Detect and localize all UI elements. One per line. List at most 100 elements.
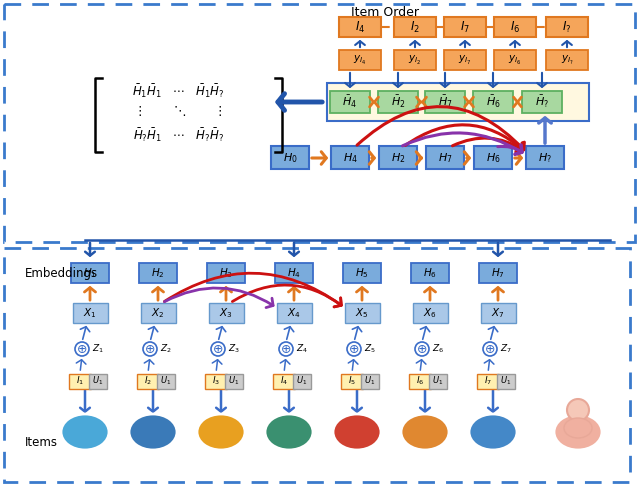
Text: $H_2$: $H_2$ <box>151 266 165 280</box>
FancyBboxPatch shape <box>494 17 536 37</box>
Text: $\bar{H}_?\bar{H}_1$   $\cdots$   $\bar{H}_?\bar{H}_?$: $\bar{H}_?\bar{H}_1$ $\cdots$ $\bar{H}_?… <box>132 126 223 144</box>
Text: $H_6$: $H_6$ <box>486 151 500 165</box>
Ellipse shape <box>554 414 602 450</box>
FancyBboxPatch shape <box>273 374 295 388</box>
FancyBboxPatch shape <box>293 374 311 388</box>
Text: $\bar{H}_1\bar{H}_1$   $\cdots$   $\bar{H}_1\bar{H}_?$: $\bar{H}_1\bar{H}_1$ $\cdots$ $\bar{H}_1… <box>132 82 224 100</box>
Text: $X_5$: $X_5$ <box>355 306 369 320</box>
Text: $H_4$: $H_4$ <box>342 151 358 165</box>
Text: $y_{I_4}$: $y_{I_4}$ <box>353 53 367 67</box>
FancyBboxPatch shape <box>425 91 465 113</box>
Circle shape <box>483 342 497 356</box>
Text: $\oplus$: $\oplus$ <box>484 343 495 355</box>
FancyBboxPatch shape <box>141 303 175 323</box>
Text: $X_3$: $X_3$ <box>219 306 233 320</box>
FancyBboxPatch shape <box>343 263 381 283</box>
Text: $H_2$: $H_2$ <box>391 151 405 165</box>
Text: $H_?$: $H_?$ <box>538 151 552 165</box>
Text: $\oplus$: $\oplus$ <box>417 343 428 355</box>
Text: $H_1$: $H_1$ <box>83 266 97 280</box>
Text: $X_7$: $X_7$ <box>492 306 505 320</box>
Text: $\oplus$: $\oplus$ <box>76 343 88 355</box>
FancyBboxPatch shape <box>474 146 512 170</box>
Text: $X_2$: $X_2$ <box>151 306 164 320</box>
Text: $\bar{H}_?$: $\bar{H}_?$ <box>535 94 549 110</box>
Text: $Z_1$: $Z_1$ <box>92 343 104 355</box>
Text: $U_1$: $U_1$ <box>296 375 308 387</box>
FancyBboxPatch shape <box>379 146 417 170</box>
Text: $I_3$: $I_3$ <box>212 375 220 387</box>
Text: $I_7$: $I_7$ <box>484 375 492 387</box>
Text: $y_{I_6}$: $y_{I_6}$ <box>508 53 522 67</box>
FancyBboxPatch shape <box>394 17 436 37</box>
FancyBboxPatch shape <box>477 374 499 388</box>
Text: $I_2$: $I_2$ <box>144 375 152 387</box>
FancyBboxPatch shape <box>205 374 227 388</box>
Text: $H_3$: $H_3$ <box>219 266 233 280</box>
Text: $U_1$: $U_1$ <box>92 375 104 387</box>
Text: $Z_5$: $Z_5$ <box>364 343 376 355</box>
FancyBboxPatch shape <box>413 303 447 323</box>
Circle shape <box>75 342 89 356</box>
FancyBboxPatch shape <box>473 91 513 113</box>
Text: $I_1$: $I_1$ <box>76 375 84 387</box>
Text: $\oplus$: $\oplus$ <box>212 343 223 355</box>
Ellipse shape <box>197 414 245 450</box>
Text: $\oplus$: $\oplus$ <box>280 343 292 355</box>
FancyBboxPatch shape <box>89 374 107 388</box>
Text: Embeddings: Embeddings <box>25 266 98 279</box>
Text: $I_6$: $I_6$ <box>416 375 424 387</box>
FancyBboxPatch shape <box>225 374 243 388</box>
Circle shape <box>347 342 361 356</box>
Text: $H_4$: $H_4$ <box>287 266 301 280</box>
FancyBboxPatch shape <box>276 303 312 323</box>
FancyBboxPatch shape <box>275 263 313 283</box>
Text: $I_7$: $I_7$ <box>460 19 470 35</box>
FancyBboxPatch shape <box>71 263 109 283</box>
Text: $Z_3$: $Z_3$ <box>228 343 240 355</box>
FancyBboxPatch shape <box>361 374 379 388</box>
FancyBboxPatch shape <box>72 303 108 323</box>
FancyBboxPatch shape <box>331 146 369 170</box>
Text: $I_6$: $I_6$ <box>510 19 520 35</box>
FancyBboxPatch shape <box>341 374 363 388</box>
Text: $X_6$: $X_6$ <box>423 306 437 320</box>
Text: $U_1$: $U_1$ <box>228 375 239 387</box>
Ellipse shape <box>265 414 313 450</box>
FancyBboxPatch shape <box>330 91 370 113</box>
Circle shape <box>211 342 225 356</box>
Text: $y_{I_2}$: $y_{I_2}$ <box>408 53 422 67</box>
Text: $I_4$: $I_4$ <box>355 19 365 35</box>
Text: $\oplus$: $\oplus$ <box>145 343 156 355</box>
Text: $Z_7$: $Z_7$ <box>500 343 512 355</box>
Text: $H_0$: $H_0$ <box>283 151 298 165</box>
FancyBboxPatch shape <box>546 17 588 37</box>
FancyBboxPatch shape <box>339 17 381 37</box>
FancyBboxPatch shape <box>426 146 464 170</box>
Text: $\vdots$       $\ddots$       $\vdots$: $\vdots$ $\ddots$ $\vdots$ <box>133 104 223 118</box>
Text: $U_1$: $U_1$ <box>364 375 376 387</box>
FancyBboxPatch shape <box>139 263 177 283</box>
Text: $U_1$: $U_1$ <box>433 375 444 387</box>
Text: $H_5$: $H_5$ <box>355 266 369 280</box>
Text: $U_1$: $U_1$ <box>161 375 172 387</box>
Text: $H_6$: $H_6$ <box>423 266 437 280</box>
FancyBboxPatch shape <box>526 146 564 170</box>
FancyBboxPatch shape <box>344 303 380 323</box>
FancyBboxPatch shape <box>411 263 449 283</box>
Text: $Z_4$: $Z_4$ <box>296 343 308 355</box>
Ellipse shape <box>564 418 592 438</box>
Text: $y_{I_?}$: $y_{I_?}$ <box>561 53 573 67</box>
FancyBboxPatch shape <box>494 50 536 70</box>
Text: $Z_2$: $Z_2$ <box>160 343 172 355</box>
FancyBboxPatch shape <box>444 50 486 70</box>
FancyBboxPatch shape <box>481 303 515 323</box>
Text: $I_?$: $I_?$ <box>563 19 572 35</box>
FancyBboxPatch shape <box>207 263 245 283</box>
FancyBboxPatch shape <box>546 50 588 70</box>
Text: Item Order: Item Order <box>351 5 419 18</box>
Text: $\bar{H}_4$: $\bar{H}_4$ <box>342 94 358 110</box>
Text: $X_4$: $X_4$ <box>287 306 301 320</box>
FancyBboxPatch shape <box>4 248 630 482</box>
Text: $H_7$: $H_7$ <box>438 151 452 165</box>
